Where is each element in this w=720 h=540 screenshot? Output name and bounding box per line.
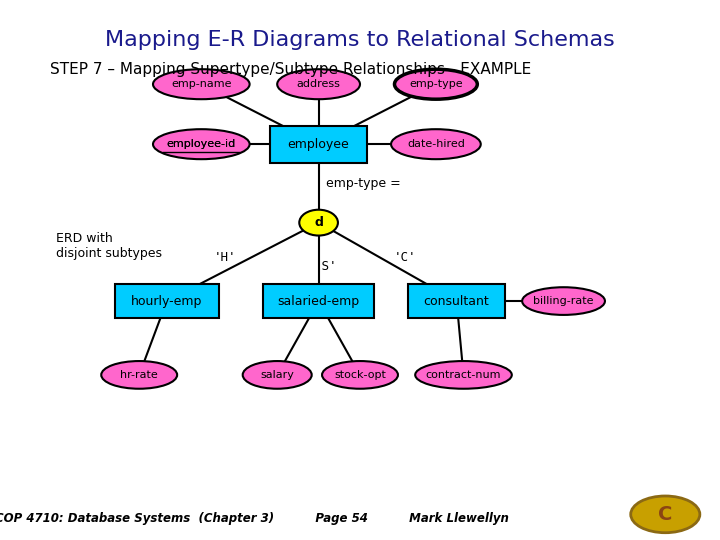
Ellipse shape <box>415 361 512 389</box>
Ellipse shape <box>395 69 477 99</box>
Text: employee: employee <box>288 138 349 151</box>
Text: C: C <box>658 505 672 524</box>
Text: emp-name: emp-name <box>171 79 232 89</box>
Ellipse shape <box>153 69 250 99</box>
FancyBboxPatch shape <box>408 284 505 319</box>
Text: stock-opt: stock-opt <box>334 370 386 380</box>
Text: STEP 7 – Mapping Supertype/Subtype Relationships - EXAMPLE: STEP 7 – Mapping Supertype/Subtype Relat… <box>50 62 531 77</box>
Text: Mapping E-R Diagrams to Relational Schemas: Mapping E-R Diagrams to Relational Schem… <box>105 30 615 50</box>
Text: hr-rate: hr-rate <box>120 370 158 380</box>
Circle shape <box>300 210 338 235</box>
Text: COP 4710: Database Systems  (Chapter 3)          Page 54          Mark Llewellyn: COP 4710: Database Systems (Chapter 3) P… <box>0 511 509 525</box>
Text: salary: salary <box>260 370 294 380</box>
Ellipse shape <box>102 361 177 389</box>
Text: employee-id: employee-id <box>166 139 236 149</box>
Ellipse shape <box>522 287 605 315</box>
Ellipse shape <box>243 361 312 389</box>
Text: hourly-emp: hourly-emp <box>131 294 202 308</box>
Ellipse shape <box>277 69 360 99</box>
Text: 'S': 'S' <box>314 260 337 273</box>
Text: emp-type: emp-type <box>409 79 463 89</box>
FancyBboxPatch shape <box>115 284 219 319</box>
Text: contract-num: contract-num <box>426 370 501 380</box>
Text: address: address <box>297 79 341 89</box>
FancyBboxPatch shape <box>264 284 374 319</box>
Text: ERD with
disjoint subtypes: ERD with disjoint subtypes <box>56 232 163 260</box>
Text: 'C': 'C' <box>394 251 416 264</box>
Text: billing-rate: billing-rate <box>534 296 594 306</box>
Text: employee-id: employee-id <box>166 139 236 149</box>
Text: 'H': 'H' <box>215 251 237 264</box>
Ellipse shape <box>391 129 481 159</box>
Text: d: d <box>314 216 323 229</box>
Text: consultant: consultant <box>424 294 490 308</box>
Ellipse shape <box>322 361 398 389</box>
Text: date-hired: date-hired <box>407 139 465 149</box>
Text: salaried-emp: salaried-emp <box>277 294 360 308</box>
Ellipse shape <box>153 129 250 159</box>
FancyBboxPatch shape <box>270 126 367 163</box>
Text: emp-type =: emp-type = <box>325 177 400 190</box>
Circle shape <box>631 496 700 532</box>
